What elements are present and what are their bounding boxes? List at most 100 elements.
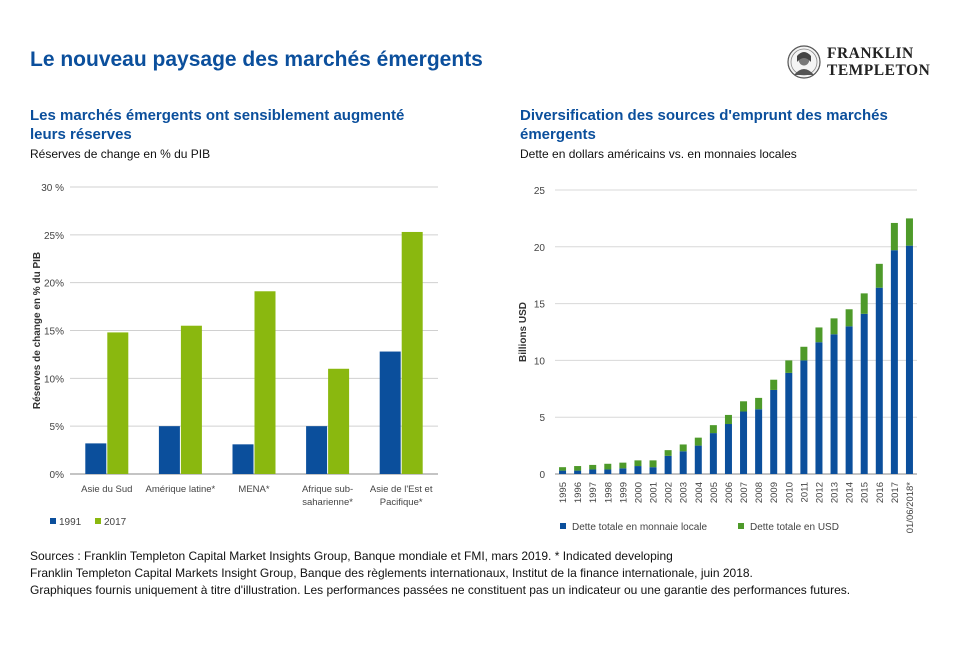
bar-1991 [158, 426, 180, 474]
x-tick-label: 2006 [724, 482, 735, 503]
bar-segment [785, 360, 793, 373]
bar-2017 [254, 291, 276, 474]
x-tick-label-line: Asie de l'Est et [370, 484, 433, 495]
x-tick-label: 1997 [588, 482, 599, 503]
y-tick-label: 25% [44, 231, 64, 242]
bar-segment [860, 293, 868, 314]
bar-segment [709, 433, 717, 474]
bar-segment [785, 372, 793, 474]
x-tick-label: Amérique latine* [146, 484, 216, 495]
bar-segment [845, 309, 853, 327]
bar-segment [709, 425, 717, 434]
legend-label: 2017 [104, 517, 127, 528]
x-tick-label: 2005 [709, 482, 720, 503]
x-tick-label: 2008 [754, 482, 765, 503]
y-tick-label: 15 [534, 300, 546, 311]
bar-segment [815, 327, 823, 343]
bar-2017 [180, 325, 202, 474]
bar-segment [604, 469, 612, 474]
y-axis-label: Billions USD [518, 302, 529, 362]
bar-segment [740, 411, 748, 474]
x-tick-label: Afrique sub-saharienne* [302, 484, 353, 508]
y-tick-label: 0% [50, 470, 65, 481]
x-tick-label: 2001 [649, 482, 660, 503]
bar-segment [800, 346, 808, 361]
left-chart-subtitle: Réserves de change en % du PIB [30, 147, 211, 161]
bar-segment [574, 470, 582, 474]
x-tick-label: 2012 [814, 482, 825, 503]
x-tick-label: 1995 [558, 482, 569, 503]
y-tick-label: 25 [534, 186, 546, 197]
y-tick-label: 5 [539, 413, 545, 424]
left-chart-title: Les marchés émergents ont sensiblement a… [30, 107, 405, 143]
bar-segment [559, 467, 567, 471]
bar-2017 [107, 332, 129, 474]
x-tick-label: 2003 [679, 482, 690, 503]
x-tick-label: 2015 [860, 482, 871, 503]
y-tick-label: 0 [539, 470, 545, 481]
legend-swatch-1991 [50, 518, 56, 524]
x-tick-label: 1998 [603, 482, 614, 503]
x-tick-label-line: Asie du Sud [81, 484, 132, 495]
bar-segment [755, 409, 763, 474]
bar-1991 [379, 351, 401, 474]
y-axis-label: Réserves de change en % du PIB [32, 252, 43, 409]
bar-2017 [328, 368, 350, 474]
x-tick-label: Asie de l'Est et Pacifique* [370, 484, 433, 508]
bar-segment [649, 460, 657, 468]
reserves-bar-chart: 0% 5% 10% 15% 20% 25% 30 % Réserves de change e… [32, 183, 438, 528]
x-tick-label-line: Amérique latine* [146, 484, 216, 495]
sources-line: Sources : Franklin Templeton Capital Mar… [30, 549, 673, 563]
bar-1991 [306, 426, 328, 474]
bar-segment [815, 342, 823, 474]
bar-segment [679, 444, 687, 452]
y-tick-label: 20% [44, 279, 64, 290]
x-tick-label: 2009 [769, 482, 780, 503]
legend-swatch-2017 [95, 518, 101, 524]
debt-stacked-bar-chart: 0 5 10 15 20 25 Billions USD 1995 1996 1997 1998 19… [518, 186, 917, 534]
x-tick-label-line: Afrique sub- [302, 484, 353, 495]
logo-text-line2: TEMPLETON [827, 62, 931, 79]
x-tick-label: 1999 [618, 482, 629, 503]
y-tick-label: 30 % [41, 183, 64, 194]
sources-line: Franklin Templeton Capital Markets Insig… [30, 566, 753, 580]
bar-segment [724, 414, 732, 425]
bar-1991 [85, 443, 107, 474]
x-tick-label: 2002 [664, 482, 675, 503]
bar-segment [724, 424, 732, 474]
sources-line: Graphiques fournis uniquement à titre d'… [30, 583, 851, 597]
y-tick-label: 20 [534, 243, 546, 254]
bar-segment [905, 245, 913, 474]
legend-label: 1991 [59, 517, 82, 528]
bar-segment [830, 334, 838, 474]
page-title: Le nouveau paysage des marchés émergents [30, 48, 483, 71]
bar-segment [619, 462, 627, 469]
bar-segment [574, 466, 582, 471]
x-tick-label: 2013 [830, 482, 841, 503]
bar-1991 [232, 444, 254, 474]
x-tick-label: Asie du Sud [81, 484, 132, 495]
x-tick-label: 2016 [875, 482, 886, 503]
x-tick-label: 2017 [890, 482, 901, 503]
x-tick-label: 2010 [784, 482, 795, 503]
x-tick-label: 01/06/2018* [905, 482, 916, 534]
bar-segment [755, 397, 763, 410]
bar-2017 [401, 231, 423, 474]
bar-segment [634, 466, 642, 474]
right-chart-subtitle: Dette en dollars américains vs. en monna… [520, 147, 797, 161]
x-tick-label: 2007 [739, 482, 750, 503]
bar-segment [589, 469, 597, 474]
legend-label: Dette totale en USD [750, 522, 839, 533]
y-tick-label: 10 [534, 356, 546, 367]
franklin-templeton-logo: FRANKLIN TEMPLETON [785, 44, 935, 80]
x-tick-label: 2004 [694, 482, 705, 503]
bar-segment [604, 463, 612, 470]
bar-segment [890, 250, 898, 474]
x-tick-label: MENA* [238, 484, 269, 495]
bar-segment [694, 437, 702, 446]
legend-swatch [738, 523, 744, 529]
x-tick-label-line: saharienne* [302, 497, 353, 508]
legend-swatch [560, 523, 566, 529]
bar-segment [905, 218, 913, 246]
bar-segment [634, 460, 642, 467]
